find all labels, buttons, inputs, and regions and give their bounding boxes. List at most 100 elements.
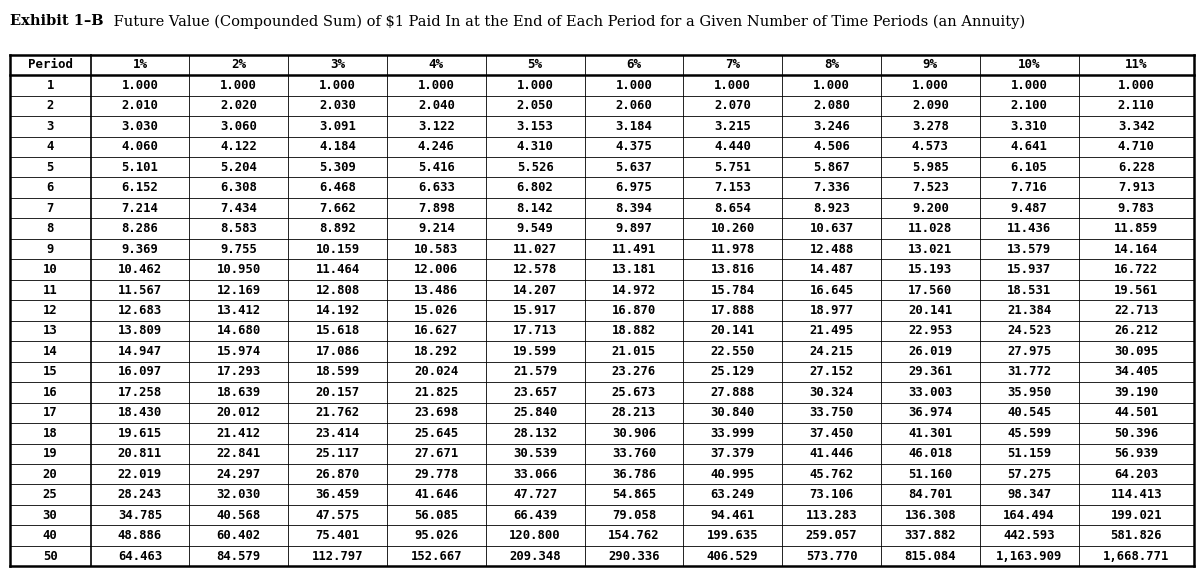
Text: 37.379: 37.379 — [710, 447, 755, 461]
Text: 60.402: 60.402 — [217, 529, 260, 542]
Text: 3: 3 — [47, 120, 54, 133]
Text: 28.132: 28.132 — [514, 427, 557, 440]
Text: 34.785: 34.785 — [118, 509, 162, 522]
Text: 30.095: 30.095 — [1114, 345, 1158, 358]
Text: 7.214: 7.214 — [121, 202, 158, 214]
Text: 3.091: 3.091 — [319, 120, 356, 133]
Text: 16.722: 16.722 — [1114, 263, 1158, 276]
Text: 5.637: 5.637 — [616, 160, 653, 174]
Text: 64.203: 64.203 — [1114, 467, 1158, 481]
Text: 40.568: 40.568 — [217, 509, 260, 522]
Text: 16.870: 16.870 — [612, 304, 656, 317]
Text: 21.825: 21.825 — [414, 386, 458, 399]
Text: 20.157: 20.157 — [316, 386, 360, 399]
Text: 114.413: 114.413 — [1110, 488, 1162, 501]
Text: 95.026: 95.026 — [414, 529, 458, 542]
Text: 34.405: 34.405 — [1114, 365, 1158, 378]
Text: 9%: 9% — [923, 58, 938, 71]
Text: 10.260: 10.260 — [710, 222, 755, 235]
Text: 98.347: 98.347 — [1007, 488, 1051, 501]
Text: 5.416: 5.416 — [418, 160, 455, 174]
Text: 30.539: 30.539 — [514, 447, 557, 461]
Text: 4.310: 4.310 — [517, 140, 553, 154]
Text: 5.309: 5.309 — [319, 160, 356, 174]
Text: 14: 14 — [43, 345, 58, 358]
Text: 2.030: 2.030 — [319, 99, 356, 112]
Text: 36.974: 36.974 — [908, 407, 953, 419]
Text: 3.153: 3.153 — [517, 120, 553, 133]
Text: 84.579: 84.579 — [217, 550, 260, 563]
Text: 21.384: 21.384 — [1007, 304, 1051, 317]
Text: 36.459: 36.459 — [316, 488, 360, 501]
Text: 17.258: 17.258 — [118, 386, 162, 399]
Text: 28.243: 28.243 — [118, 488, 162, 501]
Text: 13.412: 13.412 — [217, 304, 260, 317]
Text: 21.495: 21.495 — [810, 324, 853, 338]
Text: 10: 10 — [43, 263, 58, 276]
Text: 40: 40 — [43, 529, 58, 542]
Text: 56.085: 56.085 — [414, 509, 458, 522]
Text: 18.531: 18.531 — [1007, 283, 1051, 297]
Text: 2.070: 2.070 — [714, 99, 751, 112]
Text: 27.888: 27.888 — [710, 386, 755, 399]
Text: 94.461: 94.461 — [710, 509, 755, 522]
Text: 24.215: 24.215 — [810, 345, 853, 358]
Text: 113.283: 113.283 — [805, 509, 857, 522]
Text: 11.491: 11.491 — [612, 243, 656, 256]
Text: 164.494: 164.494 — [1003, 509, 1055, 522]
Text: 48.886: 48.886 — [118, 529, 162, 542]
Text: 154.762: 154.762 — [608, 529, 660, 542]
Text: 1,668.771: 1,668.771 — [1103, 550, 1170, 563]
Text: 40.545: 40.545 — [1007, 407, 1051, 419]
Text: Period: Period — [28, 58, 72, 71]
Text: 57.275: 57.275 — [1007, 467, 1051, 481]
Text: 6.228: 6.228 — [1118, 160, 1154, 174]
Text: 199.021: 199.021 — [1110, 509, 1162, 522]
Text: 406.529: 406.529 — [707, 550, 758, 563]
Text: 12.578: 12.578 — [514, 263, 557, 276]
Text: 2.050: 2.050 — [517, 99, 553, 112]
Text: 5.867: 5.867 — [814, 160, 850, 174]
Text: 27.975: 27.975 — [1007, 345, 1051, 358]
Text: 1.000: 1.000 — [1118, 79, 1154, 92]
Text: 2.060: 2.060 — [616, 99, 653, 112]
Text: 11.436: 11.436 — [1007, 222, 1051, 235]
Text: 18.430: 18.430 — [118, 407, 162, 419]
Text: 7.898: 7.898 — [418, 202, 455, 214]
Text: 41.446: 41.446 — [810, 447, 853, 461]
Text: 17.086: 17.086 — [316, 345, 360, 358]
Text: 136.308: 136.308 — [905, 509, 956, 522]
Text: 13.816: 13.816 — [710, 263, 755, 276]
Text: 4.710: 4.710 — [1118, 140, 1154, 154]
Text: 6.633: 6.633 — [418, 181, 455, 194]
Text: 5.204: 5.204 — [221, 160, 257, 174]
Text: 23.698: 23.698 — [414, 407, 458, 419]
Text: 1.000: 1.000 — [319, 79, 356, 92]
Text: 19: 19 — [43, 447, 58, 461]
Text: 2.080: 2.080 — [814, 99, 850, 112]
Text: 30.840: 30.840 — [710, 407, 755, 419]
Text: 26.019: 26.019 — [908, 345, 953, 358]
Text: 3.060: 3.060 — [221, 120, 257, 133]
Text: 11.028: 11.028 — [908, 222, 953, 235]
Text: 11.859: 11.859 — [1114, 222, 1158, 235]
Text: 31.772: 31.772 — [1007, 365, 1051, 378]
Text: 24.297: 24.297 — [217, 467, 260, 481]
Text: 30: 30 — [43, 509, 58, 522]
Text: 23.276: 23.276 — [612, 365, 656, 378]
Text: 12.488: 12.488 — [810, 243, 853, 256]
Text: 6.468: 6.468 — [319, 181, 356, 194]
Text: 2.090: 2.090 — [912, 99, 949, 112]
Text: 14.680: 14.680 — [217, 324, 260, 338]
Text: 22.953: 22.953 — [908, 324, 953, 338]
Text: 64.463: 64.463 — [118, 550, 162, 563]
Text: 8: 8 — [47, 222, 54, 235]
Text: 7.716: 7.716 — [1010, 181, 1048, 194]
Text: 7%: 7% — [725, 58, 740, 71]
Text: 20.141: 20.141 — [908, 304, 953, 317]
Text: 1.000: 1.000 — [912, 79, 949, 92]
Text: 8.892: 8.892 — [319, 222, 356, 235]
Text: 30.324: 30.324 — [810, 386, 853, 399]
Text: 3.215: 3.215 — [714, 120, 751, 133]
Text: 35.950: 35.950 — [1007, 386, 1051, 399]
